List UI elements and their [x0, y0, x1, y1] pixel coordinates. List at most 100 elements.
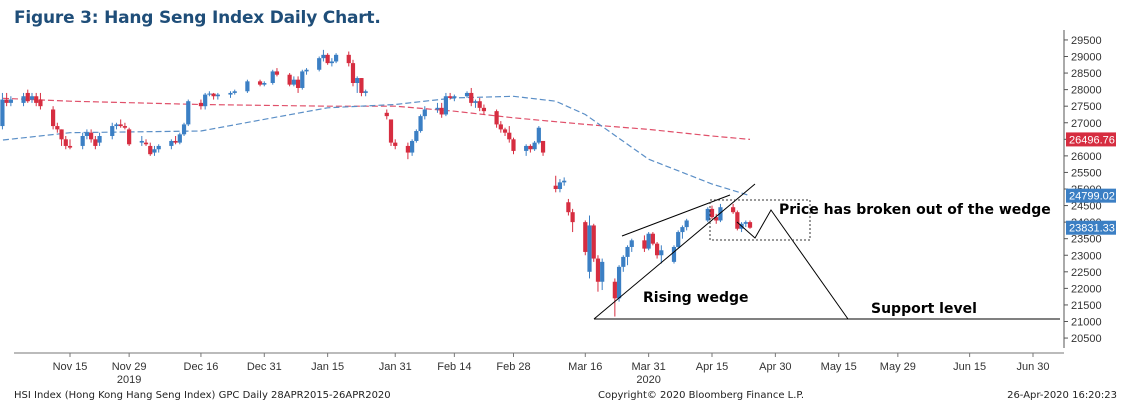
- moving-average-lines: [0, 95, 751, 197]
- candle-body: [418, 116, 423, 132]
- candle-body: [435, 107, 440, 110]
- candle-body: [8, 99, 13, 103]
- candle-body: [156, 145, 161, 150]
- year-label: 2020: [636, 374, 660, 386]
- candle-body: [410, 140, 415, 153]
- candle-body: [118, 124, 123, 127]
- candle-body: [735, 212, 740, 229]
- candle-body: [743, 222, 748, 224]
- candle-body: [122, 126, 128, 128]
- candle-body: [562, 180, 567, 183]
- x-tick-label: Nov 15: [53, 361, 88, 373]
- candle-body: [114, 124, 119, 127]
- price-marker-label: 23831.33: [1069, 223, 1115, 235]
- candle-body: [612, 281, 617, 299]
- candle-body: [469, 92, 474, 103]
- candle-body: [63, 139, 68, 146]
- candle-body: [215, 94, 220, 97]
- candle-body: [317, 58, 322, 70]
- price-markers: 26496.76 24799.02 23831.33: [1066, 132, 1116, 235]
- candle-body: [203, 94, 208, 107]
- candle-body: [557, 182, 563, 189]
- x-tick-label: May 29: [880, 361, 916, 373]
- x-tick-label: Dec 16: [184, 361, 219, 373]
- candle-body: [595, 258, 601, 282]
- candle-body: [84, 132, 89, 136]
- candle-body: [587, 225, 592, 272]
- price-marker-tag: [1066, 188, 1116, 203]
- candle-body: [388, 119, 394, 143]
- y-tick-label: 26000: [1071, 151, 1102, 163]
- candle-body: [228, 92, 233, 95]
- candle-body: [34, 96, 39, 103]
- candle-body: [55, 126, 60, 130]
- candle-body: [731, 207, 736, 213]
- candle-body: [536, 127, 541, 143]
- candle-body: [350, 63, 356, 83]
- candle-body: [553, 185, 558, 189]
- candle-body: [359, 78, 364, 93]
- candle-body: [452, 96, 457, 98]
- y-tick-label: 22000: [1071, 283, 1102, 295]
- candle-body: [528, 145, 533, 150]
- y-tick-label: 23500: [1071, 234, 1102, 246]
- candle-body: [524, 145, 529, 151]
- wedge-upper-trendline: [621, 194, 731, 237]
- candle-body: [51, 109, 56, 127]
- candle-body: [464, 92, 470, 97]
- y-tick-label: 21500: [1071, 300, 1102, 312]
- breakout-box: [709, 199, 811, 241]
- candle-body: [25, 92, 30, 102]
- candle-body: [127, 129, 132, 145]
- candle-body: [110, 126, 115, 136]
- candle-body: [540, 140, 546, 153]
- candle-body: [211, 93, 216, 97]
- candle-body: [257, 81, 263, 85]
- rising-wedge-label: Rising wedge: [643, 290, 749, 306]
- candle-body: [177, 134, 182, 143]
- y-tick-label: 28500: [1071, 68, 1102, 80]
- candle-body: [494, 111, 499, 125]
- candle-body: [502, 129, 508, 133]
- x-tick-label: Jan 31: [379, 361, 412, 373]
- breakout-label: Price has broken out of the wedge: [779, 202, 1051, 218]
- candle-body: [21, 96, 26, 103]
- y-tick-label: 27000: [1071, 118, 1102, 130]
- candle-body: [532, 142, 537, 150]
- candle-body: [600, 261, 605, 282]
- candle-body: [67, 145, 73, 148]
- candle-body: [718, 207, 723, 221]
- x-tick-label: Jun 15: [953, 361, 986, 373]
- x-tick-label: May 15: [821, 361, 857, 373]
- price-marker-tag: [1066, 132, 1116, 147]
- y-tick-label: 23000: [1071, 250, 1102, 262]
- y-tick-label: 20500: [1071, 333, 1102, 345]
- candle-body: [405, 145, 410, 153]
- candle-body: [300, 71, 305, 88]
- candle-body: [384, 112, 389, 117]
- price-marker-label: 26496.76: [1069, 134, 1115, 146]
- candle-body: [295, 79, 301, 88]
- candle-body: [355, 78, 360, 83]
- candle-body: [507, 132, 512, 140]
- candle-body: [329, 61, 334, 64]
- candle-body: [583, 222, 588, 252]
- x-tick-label: Mar 31: [632, 361, 666, 373]
- candle-body: [625, 246, 630, 257]
- candle-body: [0, 99, 5, 127]
- x-tick-label: Jan 15: [311, 361, 344, 373]
- candle-body: [680, 227, 685, 233]
- candle-body: [714, 217, 719, 221]
- projected-path-line: [736, 209, 849, 320]
- candle-body: [198, 102, 204, 107]
- candle-body: [152, 149, 157, 153]
- candle-body: [89, 132, 94, 140]
- moving-average-long-line: [0, 95, 751, 197]
- candle-body: [477, 101, 482, 108]
- candle-body: [481, 107, 487, 112]
- candle-body: [646, 233, 651, 249]
- candle-body: [511, 139, 516, 151]
- candle-body: [232, 91, 237, 93]
- y-tick-label: 25500: [1071, 167, 1102, 179]
